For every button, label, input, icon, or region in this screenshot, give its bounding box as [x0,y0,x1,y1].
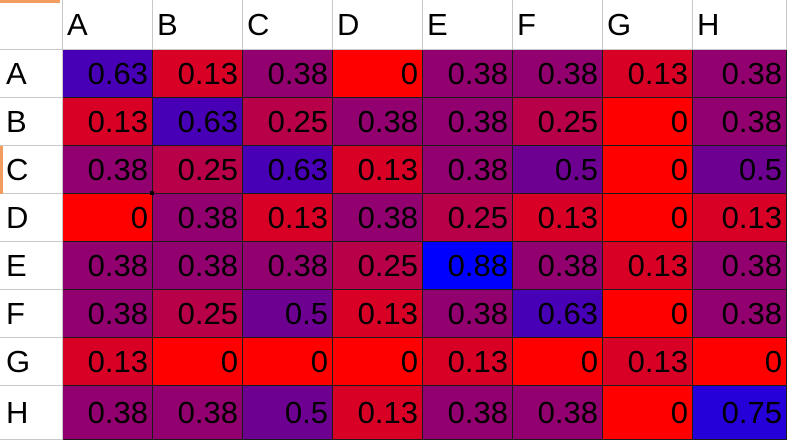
cell-c-d[interactable]: 0.13 [333,146,423,194]
cell-h-c[interactable]: 0.5 [243,386,333,440]
cell-f-d[interactable]: 0.13 [333,290,423,338]
cell-e-f[interactable]: 0.38 [513,242,603,290]
column-header-f[interactable]: F [513,0,603,50]
cell-b-c[interactable]: 0.25 [243,98,333,146]
cell-e-g[interactable]: 0.13 [603,242,693,290]
cell-b-b[interactable]: 0.63 [153,98,243,146]
cell-e-h[interactable]: 0.38 [693,242,787,290]
column-header-g[interactable]: G [603,0,693,50]
cell-e-e[interactable]: 0.88 [423,242,513,290]
row-header-a[interactable]: A [0,50,63,98]
column-header-d[interactable]: D [333,0,423,50]
cell-a-b[interactable]: 0.13 [153,50,243,98]
cell-g-d[interactable]: 0 [333,338,423,386]
row-header-d[interactable]: D [0,194,63,242]
cell-a-a[interactable]: 0.63 [63,50,153,98]
cell-c-h[interactable]: 0.5 [693,146,787,194]
corner-cell[interactable] [0,0,63,50]
cell-a-h[interactable]: 0.38 [693,50,787,98]
row-header-h[interactable]: H [0,386,63,440]
cell-b-f[interactable]: 0.25 [513,98,603,146]
cell-f-f[interactable]: 0.63 [513,290,603,338]
cell-b-h[interactable]: 0.38 [693,98,787,146]
cell-a-d[interactable]: 0 [333,50,423,98]
row-header-b[interactable]: B [0,98,63,146]
cell-d-c[interactable]: 0.13 [243,194,333,242]
column-header-h[interactable]: H [693,0,787,50]
cell-g-e[interactable]: 0.13 [423,338,513,386]
cell-d-b[interactable]: 0.38 [153,194,243,242]
cell-d-g[interactable]: 0 [603,194,693,242]
cell-e-b[interactable]: 0.38 [153,242,243,290]
cell-d-d[interactable]: 0.38 [333,194,423,242]
cell-b-d[interactable]: 0.38 [333,98,423,146]
fill-handle[interactable] [150,191,154,195]
cell-h-d[interactable]: 0.13 [333,386,423,440]
selection-accent-top [0,0,60,3]
cell-d-f[interactable]: 0.13 [513,194,603,242]
cell-g-f[interactable]: 0 [513,338,603,386]
cell-e-d[interactable]: 0.25 [333,242,423,290]
cell-b-a[interactable]: 0.13 [63,98,153,146]
cell-c-b[interactable]: 0.25 [153,146,243,194]
cell-h-e[interactable]: 0.38 [423,386,513,440]
column-header-a[interactable]: A [63,0,153,50]
cell-f-e[interactable]: 0.38 [423,290,513,338]
cell-c-a[interactable]: 0.38 [63,146,153,194]
cell-e-a[interactable]: 0.38 [63,242,153,290]
cell-c-e[interactable]: 0.38 [423,146,513,194]
cell-g-c[interactable]: 0 [243,338,333,386]
cell-g-a[interactable]: 0.13 [63,338,153,386]
cell-b-e[interactable]: 0.38 [423,98,513,146]
cell-f-h[interactable]: 0.38 [693,290,787,338]
selection-accent-row [0,146,3,194]
column-header-e[interactable]: E [423,0,513,50]
cell-d-a[interactable]: 0 [63,194,153,242]
cell-h-h[interactable]: 0.75 [693,386,787,440]
cell-a-e[interactable]: 0.38 [423,50,513,98]
cell-f-g[interactable]: 0 [603,290,693,338]
cell-h-g[interactable]: 0 [603,386,693,440]
row-header-f[interactable]: F [0,290,63,338]
cell-g-b[interactable]: 0 [153,338,243,386]
cell-h-f[interactable]: 0.38 [513,386,603,440]
row-header-e[interactable]: E [0,242,63,290]
cell-a-f[interactable]: 0.38 [513,50,603,98]
cell-h-b[interactable]: 0.38 [153,386,243,440]
cell-g-g[interactable]: 0.13 [603,338,693,386]
cell-a-g[interactable]: 0.13 [603,50,693,98]
row-header-c[interactable]: C [0,146,63,194]
cell-g-h[interactable]: 0 [693,338,787,386]
cell-d-h[interactable]: 0.13 [693,194,787,242]
cell-e-c[interactable]: 0.38 [243,242,333,290]
column-header-b[interactable]: B [153,0,243,50]
cell-f-c[interactable]: 0.5 [243,290,333,338]
cell-a-c[interactable]: 0.38 [243,50,333,98]
cell-c-f[interactable]: 0.5 [513,146,603,194]
cell-c-c[interactable]: 0.63 [243,146,333,194]
column-header-c[interactable]: C [243,0,333,50]
row-header-g[interactable]: G [0,338,63,386]
cell-b-g[interactable]: 0 [603,98,693,146]
cell-h-a[interactable]: 0.38 [63,386,153,440]
cell-c-g[interactable]: 0 [603,146,693,194]
cell-f-a[interactable]: 0.38 [63,290,153,338]
cell-d-e[interactable]: 0.25 [423,194,513,242]
cell-f-b[interactable]: 0.25 [153,290,243,338]
